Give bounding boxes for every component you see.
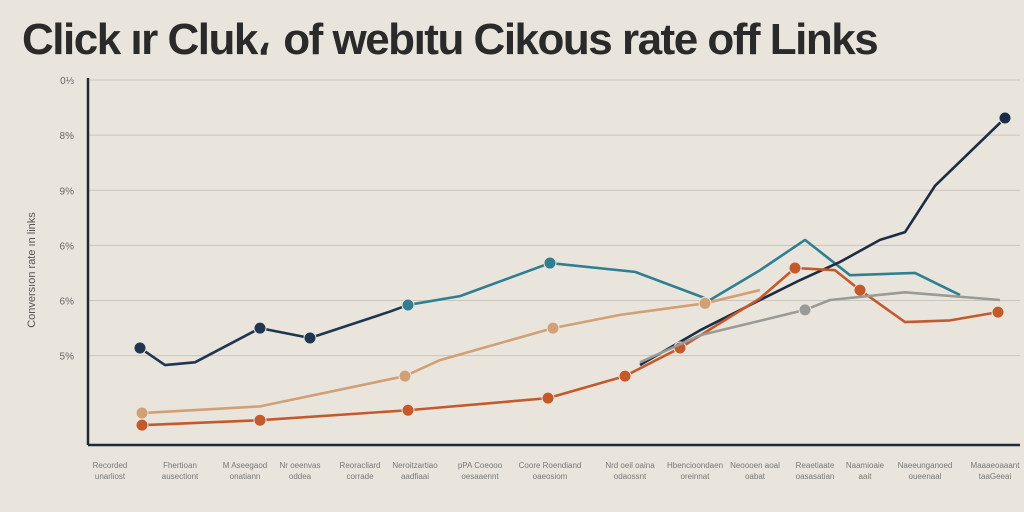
x-tick-label: Naamioaie bbox=[846, 461, 885, 470]
x-tick-sublabel: oueenaal bbox=[909, 472, 942, 481]
x-tick-label: Nr oeenvas bbox=[280, 461, 321, 470]
x-tick-sublabel: oasasatian bbox=[796, 472, 835, 481]
x-tick-label: Hbencioondaen bbox=[667, 461, 723, 470]
x-tick-label: Maaaeoaaant bbox=[971, 461, 1021, 470]
y-tick-label: 6% bbox=[60, 241, 75, 252]
x-tick-label: Coore Roendiand bbox=[519, 461, 582, 470]
x-tick-label: Reaetiaate bbox=[796, 461, 835, 470]
y-tick-label: 9% bbox=[60, 186, 75, 197]
x-tick-sublabel: oabat bbox=[745, 472, 766, 481]
data-point-tan bbox=[135, 406, 149, 420]
data-point-orange bbox=[788, 261, 802, 275]
x-tick-label: Recorded bbox=[93, 461, 128, 470]
data-point-orange bbox=[135, 418, 149, 432]
data-point-gray bbox=[798, 303, 812, 317]
x-tick-sublabel: oreinnat bbox=[681, 472, 711, 481]
y-tick-label: 8% bbox=[60, 131, 75, 142]
x-tick-label: Neoooen aoal bbox=[730, 461, 780, 470]
x-tick-sublabel: corrade bbox=[346, 472, 374, 481]
data-point-orange bbox=[253, 413, 267, 427]
x-tick-sublabel: odaossnt bbox=[614, 472, 647, 481]
x-tick-sublabel: unarliost bbox=[95, 472, 126, 481]
series-line-tan bbox=[141, 288, 761, 415]
data-point-navy-early bbox=[253, 321, 267, 335]
x-tick-sublabel: aait bbox=[859, 472, 873, 481]
data-point-navy-early bbox=[133, 341, 147, 355]
x-tick-label: M Aseegaod bbox=[223, 461, 267, 470]
series-line-gray bbox=[639, 290, 1001, 364]
data-point-navy-rising bbox=[998, 111, 1012, 125]
data-point-orange bbox=[991, 305, 1005, 319]
data-point-tan bbox=[698, 296, 712, 310]
y-tick-label: 5% bbox=[60, 352, 75, 363]
data-point-orange bbox=[541, 391, 555, 405]
x-tick-sublabel: aadfiaai bbox=[401, 472, 429, 481]
x-tick-label: Reoracliard bbox=[340, 461, 381, 470]
x-tick-sublabel: taaGeeai bbox=[979, 472, 1012, 481]
data-point-tan bbox=[398, 369, 412, 383]
data-point-tan bbox=[546, 321, 560, 335]
series-line-navy-rising bbox=[639, 117, 1006, 367]
data-point-orange bbox=[401, 403, 415, 417]
series-line-teal bbox=[407, 238, 961, 307]
x-tick-label: Neroitzartiao bbox=[392, 461, 438, 470]
data-point-orange bbox=[853, 283, 867, 297]
data-point-orange bbox=[618, 369, 632, 383]
x-tick-sublabel: ausectiont bbox=[162, 472, 199, 481]
data-point-teal bbox=[401, 298, 415, 312]
x-tick-label: Fhertioan bbox=[163, 461, 197, 470]
x-tick-sublabel: oaeosiom bbox=[533, 472, 568, 481]
x-tick-label: pPA Coeooo bbox=[458, 461, 503, 470]
y-tick-label: 6% bbox=[60, 297, 75, 308]
x-tick-sublabel: onatiann bbox=[230, 472, 261, 481]
y-tick-label: 0⅓ bbox=[60, 76, 75, 87]
series-line-orange bbox=[141, 266, 999, 427]
x-tick-label: Naeeunganoed bbox=[898, 461, 953, 470]
x-tick-sublabel: oddea bbox=[289, 472, 312, 481]
x-tick-label: Nrd oeil oaina bbox=[605, 461, 655, 470]
data-point-navy-early bbox=[303, 331, 317, 345]
chart-title: Click ır Cluk، of webıtu Cikous rate off… bbox=[22, 15, 879, 64]
data-point-teal bbox=[543, 256, 557, 270]
x-tick-sublabel: oesaaennt bbox=[461, 472, 499, 481]
